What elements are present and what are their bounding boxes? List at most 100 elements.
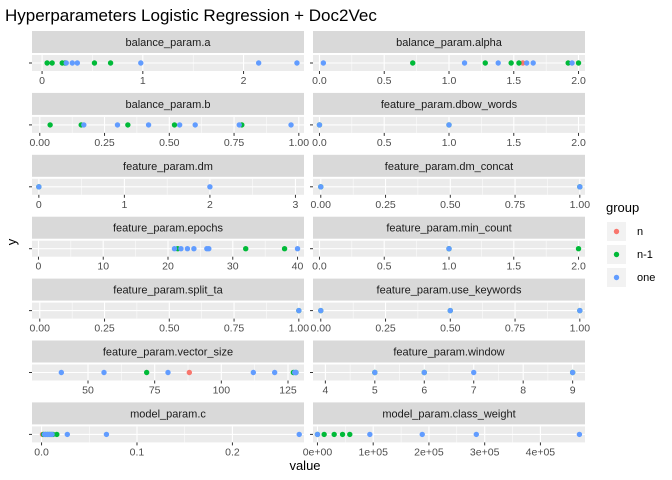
data-point-one <box>320 60 327 66</box>
data-point-one <box>250 369 257 376</box>
data-point-one <box>191 246 197 252</box>
x-tick-label: 1.00 <box>289 137 310 149</box>
x-tick-label: 0.75 <box>505 323 526 335</box>
data-point-one <box>184 246 191 252</box>
data-point-one <box>447 307 453 314</box>
x-tick-label: 0 <box>36 261 42 273</box>
data-point-n-1 <box>410 60 416 66</box>
x-axis-title: value <box>289 458 320 473</box>
x-tick-label: 0.25 <box>375 199 396 211</box>
facet-strip-label: feature_param.epochs <box>113 223 224 235</box>
data-point-n-1 <box>47 122 53 128</box>
x-tick-label: 9 <box>570 385 576 397</box>
x-tick-label: 10 <box>97 261 109 273</box>
x-tick-label: 3e+05 <box>470 446 500 458</box>
x-tick-label: 1 <box>140 75 146 87</box>
facet-panel: feature_param.dbow_words 0.0 0.5 1.0 1.5 2.0 <box>310 92 586 149</box>
legend-label: n-1 <box>637 249 653 261</box>
facet-strip-label: feature_param.dm_concat <box>385 161 513 173</box>
data-point-n-1 <box>565 60 571 66</box>
x-tick-label: 3 <box>293 199 299 211</box>
data-point-one <box>255 60 262 66</box>
x-tick-label: 1.5 <box>506 75 521 87</box>
data-point-n-1 <box>339 431 346 438</box>
x-tick-label: 40 <box>292 261 304 273</box>
data-point-one <box>316 122 323 128</box>
data-point-one <box>446 246 452 252</box>
facet-panel: balance_param.alpha 0.0 0.5 1.0 1.5 2.0 <box>310 31 586 87</box>
data-point-one <box>318 307 324 314</box>
x-tick-label: 0.0 <box>312 261 327 273</box>
data-point-n-1 <box>171 122 178 128</box>
data-point-one <box>178 246 184 252</box>
facet-strip-label: feature_param.window <box>393 347 504 359</box>
facet-panel: feature_param.window 4 5 6 7 8 9 <box>310 340 585 397</box>
facet-panel: feature_param.split_ta 0.00 0.25 0.50 0.75 1.… <box>29 278 309 335</box>
x-tick-label: 2 <box>207 199 213 211</box>
data-point-n-1 <box>91 60 98 66</box>
data-point-one <box>101 369 107 376</box>
x-tick-label: 1.0 <box>442 75 457 87</box>
data-point-one <box>314 431 321 438</box>
x-tick-label: 20 <box>162 261 174 273</box>
data-point-n-1 <box>508 60 514 66</box>
facet-strip-label: balance_param.b <box>125 99 210 111</box>
data-point-one <box>206 246 212 252</box>
facet-strip <box>313 154 585 177</box>
data-point-n <box>520 60 526 66</box>
data-point-n-1 <box>107 60 114 66</box>
y-axis-title: y <box>4 238 19 245</box>
x-tick-label: 0.00 <box>30 137 51 149</box>
facet-strip <box>313 278 585 301</box>
data-point-n-1 <box>347 431 353 438</box>
data-point-one <box>294 246 301 252</box>
x-tick-label: 0.2 <box>225 446 240 458</box>
data-point-one <box>421 369 427 376</box>
data-point-n-1 <box>516 60 522 66</box>
x-tick-label: 0.50 <box>440 199 461 211</box>
facet-strip-label: feature_param.dbow_words <box>381 99 518 111</box>
data-point-one <box>207 184 213 190</box>
data-point-n-1 <box>143 369 150 376</box>
x-tick-label: 1.0 <box>442 261 457 273</box>
facet-strip <box>313 92 585 115</box>
facet-panel: model_param.c 0.0 0.1 0.2 <box>29 402 304 458</box>
facet-strip-label: feature_param.split_ta <box>113 285 223 297</box>
facet-strip-label: feature_param.use_keywords <box>377 285 522 297</box>
x-tick-label: 0.50 <box>440 323 461 335</box>
x-tick-label: 50 <box>82 385 94 397</box>
x-tick-label: 0.00 <box>311 323 332 335</box>
facet-strip <box>313 340 585 363</box>
data-point-n-1 <box>321 431 327 438</box>
data-point-one <box>524 60 530 66</box>
x-tick-label: 125 <box>279 385 297 397</box>
x-tick-label: 0.25 <box>94 323 115 335</box>
x-tick-label: 1e+05 <box>358 446 388 458</box>
data-point-one <box>569 60 575 66</box>
data-point-n-1 <box>281 246 288 252</box>
facet-panel: model_param.class_weight 0e+00 1e+05 2e+05 3… <box>303 402 585 458</box>
data-point-one <box>165 369 171 376</box>
data-point-n-1 <box>243 246 249 252</box>
data-point-n-1 <box>331 431 337 438</box>
data-point-one <box>576 431 583 438</box>
data-point-n <box>186 369 193 376</box>
data-point-one <box>318 184 324 190</box>
chart-title: Hyperparameters Logistic Regression + Do… <box>5 6 377 25</box>
data-point-one <box>63 60 69 66</box>
facet-strip-label: feature_param.vector_size <box>103 347 233 359</box>
x-tick-label: 2.0 <box>571 261 586 273</box>
facet-strip-label: feature_param.dm <box>123 161 213 173</box>
x-tick-label: 0 <box>36 199 42 211</box>
data-point-one <box>145 122 152 128</box>
facet-panel: balance_param.a 0 1 2 <box>29 31 304 87</box>
data-point-one <box>530 60 536 66</box>
facet-panels: balance_param.a 0 1 2 balance_param.alpha 0.0… <box>29 31 590 458</box>
x-tick-label: 4e+05 <box>526 446 556 458</box>
data-point-one <box>577 307 583 314</box>
legend-label: one <box>637 272 655 284</box>
data-point-one <box>103 431 110 438</box>
data-point-one <box>171 246 178 252</box>
legend-swatch <box>613 251 620 258</box>
